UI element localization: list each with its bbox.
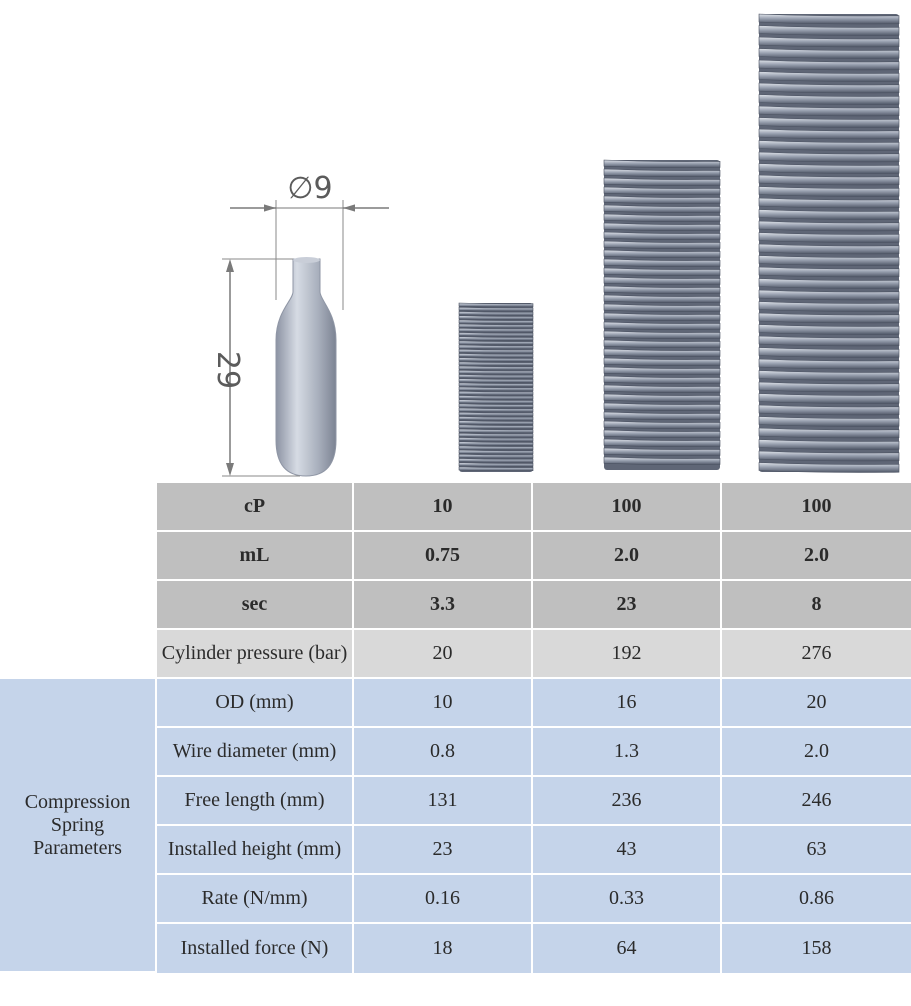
value-cell: 2.0 <box>722 728 911 777</box>
value-cell: 43 <box>533 826 722 875</box>
value-cell: 64 <box>533 924 722 973</box>
value-cell: 23 <box>533 581 722 630</box>
empty-cell <box>0 532 157 581</box>
value-cell: 3.3 <box>354 581 533 630</box>
value-cell: 0.86 <box>722 875 911 924</box>
spring-parameter-table: cP 10 100 100 mL 0.75 2.0 2.0 sec 3.3 23 8 Cylinder … <box>0 483 911 973</box>
group-label: Compression Spring Parameters <box>0 679 157 973</box>
value-cell: 20 <box>722 679 911 728</box>
height-label: 29 <box>210 351 245 389</box>
group-label-line: Compression <box>24 790 131 813</box>
value-cell: 0.75 <box>354 532 533 581</box>
value-cell: 0.16 <box>354 875 533 924</box>
spring-small <box>458 302 534 472</box>
value-cell: 246 <box>722 777 911 826</box>
value-cell: 100 <box>722 483 911 532</box>
table-row: mL 0.75 2.0 2.0 <box>0 532 911 581</box>
row-label: mL <box>157 532 354 581</box>
value-cell: 63 <box>722 826 911 875</box>
diagram-canvas: ∅9 29 <box>210 13 900 477</box>
row-label: Installed force (N) <box>157 924 354 973</box>
value-cell: 23 <box>354 826 533 875</box>
table-row: Installed height (mm) 23 43 63 <box>0 826 911 875</box>
empty-cell <box>0 581 157 630</box>
group-label-line: Spring <box>50 813 105 836</box>
group-label-line: Parameters <box>33 836 122 859</box>
value-cell: 18 <box>354 924 533 973</box>
empty-cell <box>0 630 157 679</box>
table-row: Free length (mm) 131 236 246 <box>0 777 911 826</box>
table-row: sec 3.3 23 8 <box>0 581 911 630</box>
value-cell: 0.33 <box>533 875 722 924</box>
value-cell: 0.8 <box>354 728 533 777</box>
table-row: Compression Spring Parameters OD (mm) 10 16 20 <box>0 679 911 973</box>
value-cell: 192 <box>533 630 722 679</box>
diameter-label: ∅9 <box>287 171 332 206</box>
spring-large <box>758 13 900 473</box>
table-row: Rate (N/mm) 0.16 0.33 0.86 <box>0 875 911 924</box>
table-row: Wire diameter (mm) 0.8 1.3 2.0 <box>0 728 911 777</box>
value-cell: 10 <box>354 679 533 728</box>
value-cell: 236 <box>533 777 722 826</box>
value-cell: 8 <box>722 581 911 630</box>
row-label: Cylinder pressure (bar) <box>157 630 354 679</box>
diameter-dimension: ∅9 <box>230 171 389 310</box>
value-cell: 16 <box>533 679 722 728</box>
value-cell: 276 <box>722 630 911 679</box>
value-cell: 100 <box>533 483 722 532</box>
row-label: sec <box>157 581 354 630</box>
spring-figure: ∅9 29 <box>0 0 911 480</box>
table-row: cP 10 100 100 <box>0 483 911 532</box>
value-cell: 10 <box>354 483 533 532</box>
value-cell: 158 <box>722 924 911 973</box>
row-label: Wire diameter (mm) <box>157 728 354 777</box>
table-row: Installed force (N) 18 64 158 <box>0 924 911 973</box>
height-dimension: 29 <box>210 258 300 477</box>
value-cell: 1.3 <box>533 728 722 777</box>
table-row: Cylinder pressure (bar) 20 192 276 <box>0 630 911 679</box>
value-cell: 131 <box>354 777 533 826</box>
value-cell: 20 <box>354 630 533 679</box>
springs-group <box>458 13 900 473</box>
value-cell: 2.0 <box>533 532 722 581</box>
row-label: Rate (N/mm) <box>157 875 354 924</box>
row-label: cP <box>157 483 354 532</box>
row-label: Free length (mm) <box>157 777 354 826</box>
row-label: OD (mm) <box>157 679 354 728</box>
co2-cylinder <box>275 257 337 477</box>
empty-cell <box>0 483 157 532</box>
value-cell: 2.0 <box>722 532 911 581</box>
row-label: Installed height (mm) <box>157 826 354 875</box>
spring-medium <box>603 159 721 470</box>
